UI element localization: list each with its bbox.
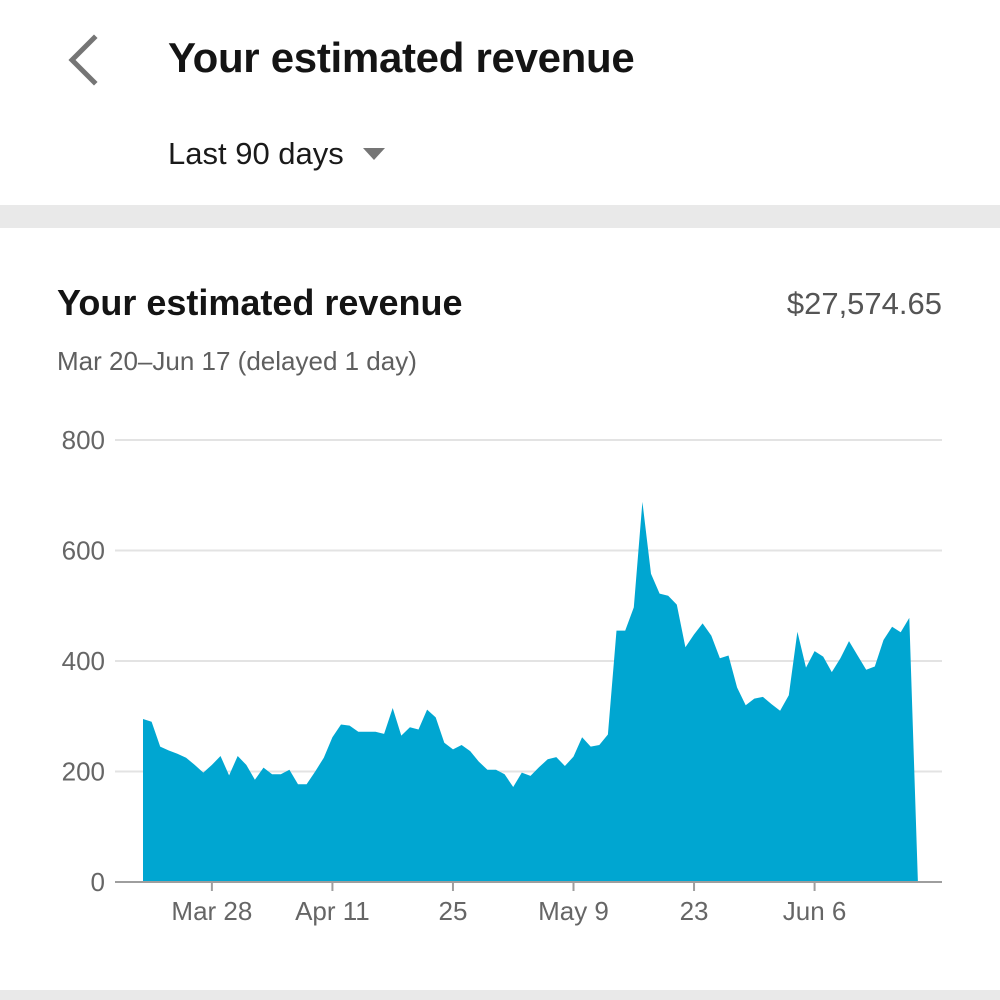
date-range-dropdown[interactable]: Last 90 days	[168, 132, 386, 176]
section-divider	[0, 205, 1000, 228]
y-tick-label: 600	[62, 536, 105, 566]
back-button[interactable]	[56, 28, 116, 92]
x-tick-label: 25	[438, 896, 467, 926]
y-tick-label: 800	[62, 425, 105, 455]
y-tick-label: 200	[62, 757, 105, 787]
revenue-total: $27,574.65	[786, 286, 942, 321]
date-range-label: Last 90 days	[168, 136, 344, 171]
x-tick-label: Apr 11	[295, 896, 370, 926]
x-tick-label: Jun 6	[783, 896, 847, 926]
revenue-area-series	[143, 501, 918, 882]
x-tick-label: May 9	[538, 896, 609, 926]
card-title: Your estimated revenue	[57, 282, 463, 323]
x-tick-label: Mar 28	[171, 896, 252, 926]
chevron-left-icon	[68, 34, 98, 86]
y-tick-label: 400	[62, 646, 105, 676]
page-title: Your estimated revenue	[168, 34, 635, 81]
date-range-subtitle: Mar 20–Jun 17 (delayed 1 day)	[57, 346, 417, 376]
x-tick-label: 23	[680, 896, 709, 926]
bottom-divider	[0, 990, 1000, 1000]
app-header: Your estimated revenue Last 90 days	[0, 0, 1000, 205]
revenue-card: Your estimated revenue $27,574.65 Mar 20…	[0, 228, 1000, 990]
caret-down-icon	[362, 148, 385, 160]
y-tick-label: 0	[91, 867, 105, 897]
revenue-area-chart: 0 200 400 600 800 Mar 28 Apr 11 25 May 9 23 Jun 6	[62, 425, 942, 926]
